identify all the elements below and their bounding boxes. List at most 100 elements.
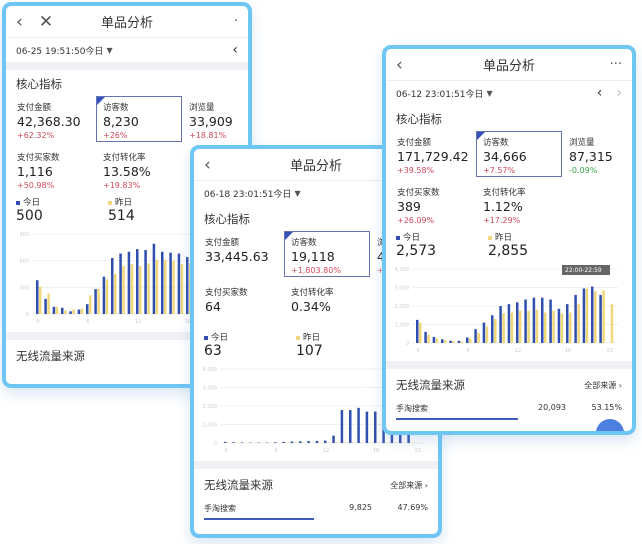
today-bar	[499, 306, 502, 343]
metric-card[interactable]: 支付金额 42,368.30 +62.32%	[10, 96, 96, 142]
close-icon[interactable]: ✕	[38, 11, 54, 32]
more-icon[interactable]: ·	[233, 14, 238, 29]
today-bar	[52, 306, 56, 314]
caret-down-icon[interactable]: ▼	[486, 88, 493, 98]
date-text[interactable]: 06-18 23:01:51今日	[204, 189, 292, 200]
today-bar	[491, 315, 494, 343]
legend-value: 514	[108, 208, 135, 224]
today-bar	[94, 289, 97, 314]
today-bar	[566, 304, 569, 343]
today-bar	[416, 319, 419, 343]
source-count: 20,093	[538, 403, 566, 412]
y-tick-label: 600	[19, 259, 29, 265]
tooltip-text: 22:00-22:59	[565, 267, 602, 274]
yesterday-bar	[510, 312, 514, 343]
today-bar	[102, 276, 106, 314]
chart-legend: 今日 63 昨日 107	[194, 327, 438, 359]
yesterday-bar	[427, 334, 430, 343]
date-text[interactable]: 06-12 23:01:51今日	[396, 89, 484, 100]
back-icon[interactable]: ‹	[16, 11, 23, 32]
yesterday-bar	[155, 259, 159, 314]
traffic-source-row[interactable]: 手淘搜索 9,825 47.69%	[194, 497, 438, 516]
yesterday-bar	[577, 304, 580, 343]
metric-label: 访客数	[291, 238, 317, 248]
yesterday-bar	[560, 313, 564, 343]
metric-card[interactable]: 支付买家数 1,116 +50.98%	[10, 146, 96, 192]
prev-day-icon[interactable]: ‹	[596, 85, 603, 101]
metric-card[interactable]: 访客数 19,118 +1,803.80%	[284, 231, 370, 277]
back-icon[interactable]: ‹	[204, 154, 211, 175]
metric-card[interactable]: 支付金额 33,445.63	[198, 231, 284, 277]
legend-label-text: 今日	[23, 198, 41, 208]
back-icon[interactable]: ‹	[396, 54, 403, 75]
date-text[interactable]: 06-25 19:51:50今日	[16, 46, 104, 57]
metric-label: 支付金额	[205, 238, 240, 248]
traffic-source-header: 无线流量来源 全部来源 ›	[386, 369, 632, 397]
today-bar	[315, 440, 319, 443]
more-icon[interactable]: ···	[609, 57, 622, 72]
metric-card[interactable]: 支付金额 171,729.42 +39.58%	[390, 131, 476, 177]
metric-change: +1,803.80%	[291, 266, 341, 275]
caret-down-icon[interactable]: ▼	[294, 188, 301, 198]
metric-card[interactable]: 支付买家数 64	[198, 281, 284, 327]
metric-card[interactable]: 访客数 34,666 +7.57%	[476, 131, 562, 177]
date-selector[interactable]: 06-18 23:01:51今日 ▼	[194, 181, 438, 205]
yesterday-bar	[89, 295, 92, 314]
yesterday-bar	[544, 312, 547, 343]
today-bar	[282, 441, 285, 443]
metric-card[interactable]: 支付转化率 0.34%	[284, 281, 370, 327]
yesterday-bar	[164, 259, 167, 314]
yesterday-bar	[444, 340, 447, 343]
today-bar	[557, 308, 561, 343]
floating-action-button[interactable]	[596, 419, 624, 431]
today-bar	[516, 302, 519, 343]
metric-card[interactable]: 支付转化率 13.58% +19.83%	[96, 146, 182, 192]
next-day-icon[interactable]: ›	[616, 85, 622, 101]
metric-label: 访客数	[483, 138, 509, 148]
traffic-source-title: 无线流量来源	[16, 349, 85, 363]
yesterday-bar	[180, 264, 184, 314]
metric-value: 389	[397, 199, 421, 214]
yesterday-bar	[435, 338, 439, 343]
all-sources-link[interactable]: 全部来源 ›	[390, 480, 428, 490]
metric-label: 支付买家数	[205, 288, 248, 298]
today-bar	[349, 410, 352, 443]
metric-value: 34,666	[483, 149, 527, 164]
y-tick-label: 4,000	[203, 367, 217, 373]
today-bar	[77, 309, 81, 314]
today-bar	[136, 249, 139, 314]
legend-label-text: 昨日	[303, 333, 321, 343]
today-bar	[390, 431, 394, 443]
metric-card[interactable]: 访客数 8,230 +26%	[96, 96, 182, 142]
prev-day-icon[interactable]: ‹	[232, 42, 238, 58]
today-bar	[332, 435, 335, 443]
metric-value: 42,368.30	[17, 114, 81, 129]
metric-card[interactable]: 支付转化率 1.12% +17.29%	[476, 181, 562, 227]
metric-change: +17.29%	[483, 216, 521, 225]
legend-label-text: 今日	[211, 333, 229, 343]
metric-card[interactable]: 支付买家数 389 +26.09%	[390, 181, 476, 227]
caret-down-icon[interactable]: ▼	[106, 45, 113, 55]
metric-value: 33,909	[189, 114, 233, 129]
yesterday-bar	[569, 312, 572, 343]
hourly-visitor-chart: 0 1,000 2,000 3,000 4,000 0 6 12 18 23 22:00-22:59	[395, 265, 618, 354]
yesterday-bar	[122, 266, 125, 314]
today-swatch-icon	[16, 200, 20, 205]
page-title: 单品分析	[482, 59, 535, 74]
y-tick-label: 3,000	[203, 386, 217, 392]
metric-card[interactable]: 浏览量 33,909 +18.81%	[182, 96, 248, 142]
legend-today: 今日 500	[16, 196, 108, 224]
yesterday-bar	[535, 309, 539, 343]
today-bar	[127, 251, 131, 314]
traffic-source-row[interactable]: 手淘搜索 20,093 53.15%	[386, 397, 632, 416]
today-bar	[169, 252, 172, 314]
metric-value: 0.34%	[291, 299, 331, 314]
yesterday-bar	[585, 288, 589, 343]
x-tick-label: 12	[515, 348, 521, 354]
date-selector[interactable]: 06-25 19:51:50今日 ▼ ‹	[6, 38, 248, 62]
all-sources-link[interactable]: 全部来源 ›	[584, 380, 622, 390]
metric-label: 支付买家数	[397, 188, 440, 198]
yesterday-bar	[114, 274, 117, 314]
date-selector[interactable]: 06-12 23:01:51今日 ▼ ‹ ›	[386, 81, 632, 105]
metric-card[interactable]: 浏览量 87,315 -0.09%	[562, 131, 632, 177]
